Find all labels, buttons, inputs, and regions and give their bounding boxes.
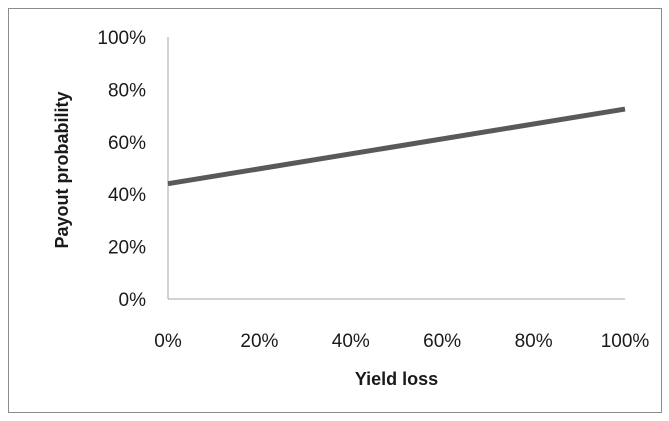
y-axis-title: Payout probability — [52, 91, 72, 248]
y-tick-label: 20% — [108, 238, 146, 259]
x-tick-label: 60% — [423, 331, 461, 352]
x-tick-label: 0% — [154, 331, 182, 352]
y-tick-label: 40% — [108, 185, 146, 206]
y-tick-label: 60% — [108, 133, 146, 154]
y-tick-label: 0% — [119, 290, 147, 311]
y-tick-label: 80% — [108, 80, 146, 101]
x-tick-label: 20% — [240, 331, 278, 352]
x-tick-label: 80% — [515, 331, 553, 352]
x-axis-ticks: 0% 20% 40% 60% 80% 100% — [154, 331, 649, 352]
chart-area — [8, 8, 662, 413]
x-tick-label: 40% — [332, 331, 370, 352]
series-group — [167, 106, 626, 187]
series-line — [167, 106, 626, 187]
x-tick-label: 100% — [601, 331, 650, 352]
x-axis-title: Yield loss — [355, 369, 438, 389]
y-axis-ticks: 0% 20% 40% 60% 80% 100% — [97, 28, 146, 311]
y-tick-label: 100% — [97, 28, 146, 49]
